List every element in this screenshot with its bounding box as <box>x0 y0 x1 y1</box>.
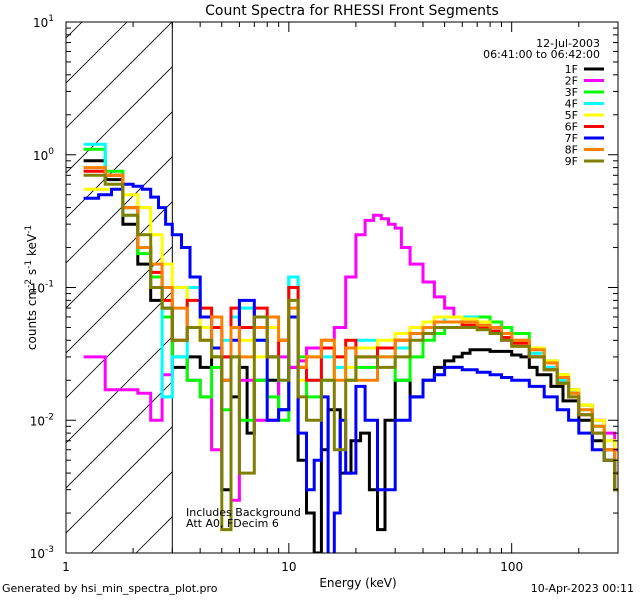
y-tick-base: 10 <box>30 414 45 428</box>
legend-label: 9F <box>565 155 578 168</box>
legend-header: 06:41:00 to 06:42:00 <box>483 48 600 61</box>
series-line-8F <box>83 166 618 475</box>
legend-header: 12-Jul-2003 <box>536 37 600 50</box>
y-tick-exponent: -2 <box>45 412 54 422</box>
series-line-3F <box>83 147 618 475</box>
y-label-text: s <box>25 269 39 279</box>
y-tick-base: 10 <box>30 547 45 561</box>
hatch-line <box>66 66 173 174</box>
x-axis-ticks: 1 10 100 <box>62 22 619 574</box>
y-tick-label: 10-3 <box>30 545 54 561</box>
y-tick-exponent: -3 <box>45 545 54 555</box>
hatch-line <box>66 22 83 39</box>
legend-label: 6F <box>565 121 578 134</box>
annotation-text: Includes Background <box>186 506 301 519</box>
hatch-line <box>66 22 173 129</box>
legend-label: 2F <box>565 75 578 88</box>
legend-label: 7F <box>565 132 578 145</box>
hatch-lines <box>66 22 173 553</box>
annotation-text: Att A0, FDecim 6 <box>186 517 279 530</box>
legend-label: 1F <box>565 63 578 76</box>
y-label-text: counts cm <box>25 288 39 350</box>
series-group <box>83 142 618 553</box>
legend-label: 5F <box>565 109 578 122</box>
y-label-exp: -1 <box>24 225 34 234</box>
x-tick-label: 100 <box>500 560 523 574</box>
footer-generated-by: Generated by hsi_min_spectra_plot.pro <box>2 582 218 595</box>
y-label-exp: -1 <box>24 260 34 269</box>
legend-label: 4F <box>565 98 578 111</box>
excluded-region-hatch <box>66 22 173 553</box>
hatch-line <box>66 426 173 534</box>
hatch-line <box>66 336 173 444</box>
x-tick-label: 1 <box>62 560 70 574</box>
x-axis-label: Energy (keV) <box>319 576 396 590</box>
y-tick-exponent: 1 <box>48 14 54 24</box>
legend-label: 3F <box>565 86 578 99</box>
y-tick-label: 10-1 <box>30 280 54 296</box>
y-tick-label: 10-2 <box>30 412 54 428</box>
series-line-9F <box>83 173 618 532</box>
series-line-5F <box>83 187 618 462</box>
series-line-6F <box>83 169 618 475</box>
hatch-line <box>66 381 173 489</box>
hatch-line <box>66 201 173 309</box>
series-line-7F <box>83 182 618 553</box>
y-tick-exponent: -1 <box>45 280 54 290</box>
y-tick-base: 10 <box>33 16 48 30</box>
hatch-line <box>66 291 173 399</box>
hatch-line <box>66 111 173 219</box>
legend-label: 8F <box>565 144 578 157</box>
y-tick-base: 10 <box>30 282 45 296</box>
footer-date: 10-Apr-2023 00:11 <box>530 582 634 595</box>
y-tick-base: 10 <box>33 149 48 163</box>
y-label-exp: -2 <box>24 279 34 288</box>
y-label-text: keV <box>25 233 39 260</box>
y-axis-label: counts cm-2 s-1 keV-1 <box>24 225 39 350</box>
hatch-line <box>66 22 128 84</box>
hatch-line <box>66 156 173 264</box>
x-tick-label: 10 <box>281 560 296 574</box>
y-tick-label: 100 <box>33 147 54 163</box>
y-tick-exponent: 0 <box>48 147 54 157</box>
hatch-line <box>66 246 173 354</box>
chart-title: Count Spectra for RHESSI Front Segments <box>205 3 499 19</box>
y-tick-label: 101 <box>33 14 54 30</box>
